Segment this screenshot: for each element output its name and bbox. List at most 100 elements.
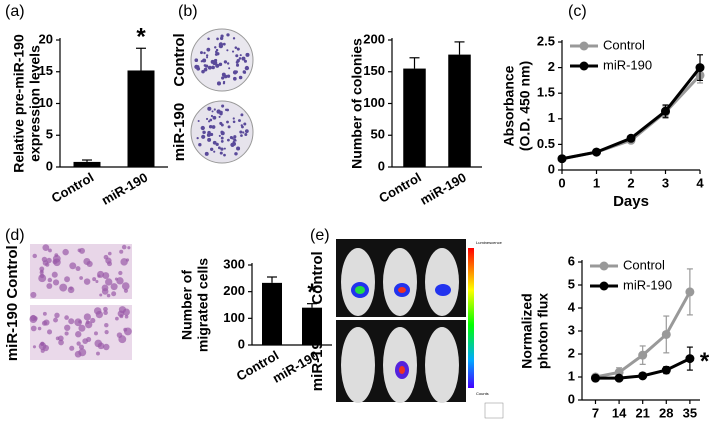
colony bbox=[206, 133, 211, 137]
cell bbox=[58, 339, 64, 346]
cell bbox=[121, 282, 130, 290]
y-axis-label: expression levels bbox=[27, 45, 43, 162]
colony bbox=[206, 47, 211, 52]
cell bbox=[119, 249, 124, 254]
cell bbox=[105, 278, 113, 286]
cell bbox=[97, 274, 101, 278]
colony bbox=[220, 147, 224, 151]
colony bbox=[221, 76, 225, 80]
colony bbox=[216, 37, 219, 41]
cell bbox=[30, 291, 37, 298]
line bbox=[561, 66, 702, 161]
point bbox=[557, 154, 567, 164]
y-tick-label: 1.5 bbox=[537, 85, 555, 100]
cell bbox=[92, 277, 97, 282]
colony bbox=[232, 76, 237, 81]
y-axis-label: (O.D. 450 nm) bbox=[517, 61, 533, 151]
colony bbox=[205, 117, 209, 121]
colony bbox=[213, 108, 216, 111]
colony bbox=[207, 37, 210, 40]
colony bbox=[214, 52, 218, 56]
y-tick-label: 0 bbox=[548, 161, 555, 176]
colony bbox=[232, 117, 235, 120]
cell bbox=[47, 277, 53, 283]
colony bbox=[223, 153, 226, 157]
colony bbox=[221, 104, 225, 108]
y-axis-label: Number of bbox=[179, 270, 195, 340]
colony bbox=[210, 147, 214, 151]
colony bbox=[211, 65, 215, 70]
cell bbox=[124, 314, 129, 319]
cell bbox=[38, 342, 47, 350]
colony bbox=[245, 52, 250, 57]
mouse bbox=[341, 248, 375, 316]
cell bbox=[125, 258, 130, 262]
colony bbox=[213, 150, 216, 153]
cell bbox=[78, 344, 85, 350]
panel-label: (d) bbox=[5, 227, 25, 244]
colony bbox=[215, 63, 220, 68]
legend-marker bbox=[579, 61, 589, 71]
colony bbox=[219, 151, 223, 155]
y-tick-label: 5 bbox=[568, 276, 575, 291]
cell bbox=[114, 277, 118, 281]
y-tick-label: 0 bbox=[568, 391, 575, 406]
colony bbox=[232, 50, 235, 53]
colony bbox=[236, 59, 240, 63]
cell bbox=[42, 311, 47, 316]
cell bbox=[123, 288, 129, 293]
y-tick-label: 20 bbox=[39, 31, 53, 46]
cell bbox=[104, 322, 109, 328]
point bbox=[638, 350, 648, 360]
y-tick-label: 6 bbox=[568, 253, 575, 268]
colony bbox=[232, 37, 236, 40]
cell bbox=[64, 331, 69, 336]
colony bbox=[222, 82, 226, 85]
signal bbox=[435, 284, 451, 296]
colony bbox=[194, 58, 199, 63]
colony bbox=[220, 34, 224, 38]
colony bbox=[212, 115, 217, 120]
colony bbox=[200, 51, 203, 55]
mouse bbox=[383, 248, 417, 316]
colony bbox=[210, 114, 214, 118]
colony bbox=[234, 139, 237, 142]
annotation: * bbox=[700, 348, 709, 375]
x-tick-label: 35 bbox=[683, 405, 697, 420]
y-tick-label: 150 bbox=[363, 63, 385, 78]
y-tick-label: 0 bbox=[46, 158, 53, 173]
colony bbox=[218, 134, 221, 137]
cell bbox=[38, 274, 47, 283]
cell bbox=[83, 313, 91, 321]
colony bbox=[242, 57, 246, 60]
cell bbox=[40, 348, 45, 353]
cell bbox=[117, 310, 125, 318]
bar bbox=[302, 307, 322, 345]
y-tick-label: 4 bbox=[568, 299, 576, 314]
colony bbox=[238, 75, 243, 80]
cell bbox=[110, 283, 118, 291]
colony bbox=[218, 62, 223, 67]
cell bbox=[43, 319, 50, 326]
x-tick-label: 1 bbox=[593, 175, 600, 190]
image-label: Control bbox=[171, 33, 188, 86]
colony bbox=[230, 142, 235, 147]
colony bbox=[197, 119, 200, 123]
cell bbox=[47, 329, 53, 335]
cell bbox=[118, 270, 123, 276]
colony bbox=[208, 125, 213, 129]
cell bbox=[103, 343, 110, 351]
colony bbox=[221, 72, 226, 77]
cell bbox=[69, 262, 77, 270]
mouse bbox=[425, 327, 459, 403]
colony bbox=[232, 120, 236, 124]
cell bbox=[52, 279, 60, 286]
colony bbox=[234, 70, 238, 74]
x-tick-label: miR-190 bbox=[417, 170, 468, 208]
cell bbox=[127, 246, 131, 250]
colony bbox=[238, 119, 241, 123]
point bbox=[626, 133, 636, 143]
cell bbox=[46, 283, 53, 289]
colony bbox=[226, 62, 230, 65]
